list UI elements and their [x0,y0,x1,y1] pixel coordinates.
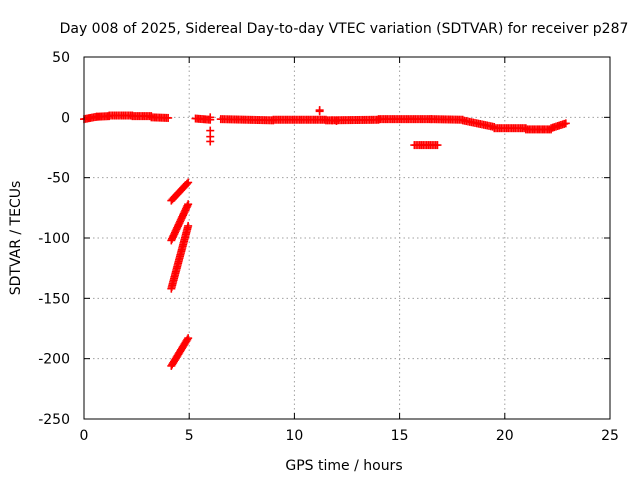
x-tick-label: 0 [80,428,89,444]
data-point [164,113,173,122]
y-tick-label: -200 [38,352,70,368]
data-point [206,137,215,146]
y-tick-label: -150 [38,291,70,307]
x-tick-label: 20 [496,428,514,444]
data-point [184,200,193,209]
y-tick-label: -50 [47,171,70,187]
chart-title: Day 008 of 2025, Sidereal Day-to-day VTE… [60,21,629,37]
x-tick-label: 15 [391,428,409,444]
data-points [80,106,570,370]
y-tick-label: -100 [38,231,70,247]
y-tick-label: 0 [61,110,70,126]
y-tick-label: 50 [52,50,70,66]
y-tick-label: -250 [38,412,70,428]
data-point [561,119,570,128]
plot-frame [83,56,611,420]
x-tick-label: 5 [185,428,194,444]
data-point [332,116,341,125]
data-point [433,141,442,150]
data-point [184,221,193,230]
x-tick-label: 10 [285,428,303,444]
data-point [184,334,193,343]
data-point [183,335,192,344]
data-point [206,113,215,122]
data-point [182,179,191,188]
x-axis-label: GPS time / hours [285,458,402,474]
y-axis-label: SDTVAR / TECUs [8,181,24,296]
x-tick-label: 25 [601,428,619,444]
grid [84,57,610,419]
data-point [184,178,193,187]
data-point [315,106,324,115]
axis-ticks: 0 5 10 15 20 25 50 0 -50 -100 -150 -200 -250 [38,50,619,444]
